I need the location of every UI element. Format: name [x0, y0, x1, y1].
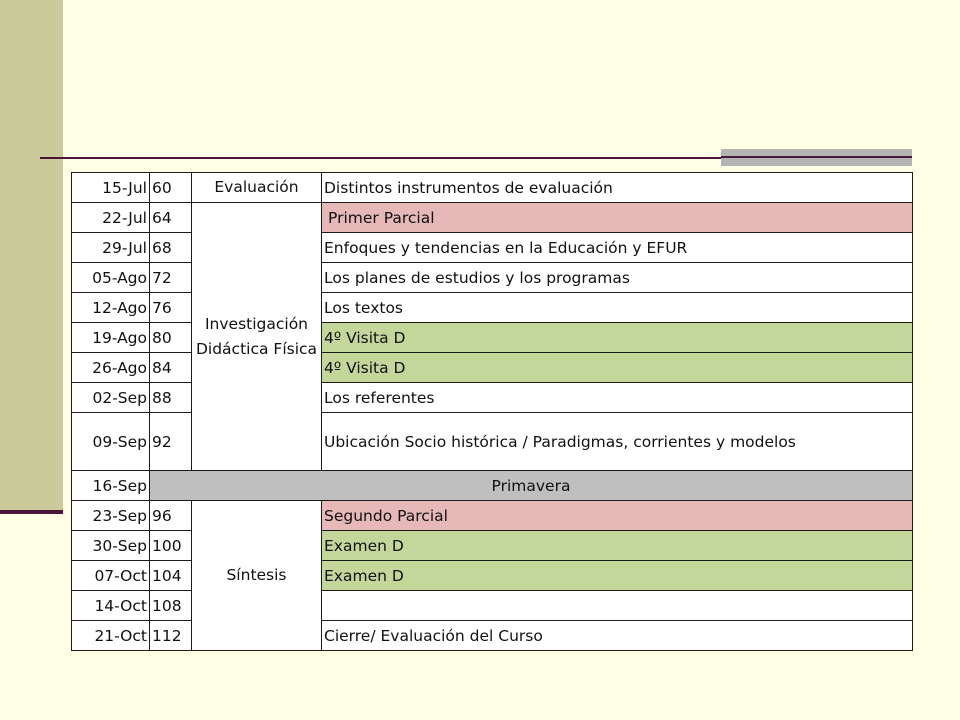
topic-cell: Los referentes — [321, 382, 913, 413]
table-row: 26-Ago 84 4º Visita D — [71, 352, 913, 383]
date-cell: 07-Oct — [71, 560, 150, 591]
table-row: 23-Sep 96 Síntesis Segundo Parcial — [71, 500, 913, 651]
date-cell: 02-Sep — [71, 382, 150, 413]
top-rule — [40, 157, 724, 159]
table-row: 15-Jul 60 Evaluación Distintos instrumen… — [71, 172, 913, 203]
number-cell: 80 — [149, 322, 192, 353]
table-row: 12-Ago 76 Los textos — [71, 292, 913, 323]
topic-cell: Examen D — [321, 560, 913, 591]
date-cell: 29-Jul — [71, 232, 150, 263]
date-cell: 15-Jul — [71, 172, 150, 203]
number-cell: 88 — [149, 382, 192, 413]
schedule-table: 15-Jul 60 Evaluación Distintos instrumen… — [71, 172, 913, 651]
number-cell: 108 — [149, 590, 192, 621]
date-cell: 22-Jul — [71, 202, 150, 233]
side-band — [0, 0, 63, 512]
number-cell: 84 — [149, 352, 192, 383]
topic-cell: 4º Visita D — [321, 352, 913, 383]
date-cell: 26-Ago — [71, 352, 150, 383]
date-cell: 14-Oct — [71, 590, 150, 621]
date-cell: 05-Ago — [71, 262, 150, 293]
number-cell: 112 — [149, 620, 192, 651]
number-cell: 68 — [149, 232, 192, 263]
table-row: 09-Sep 92 Ubicación Socio histórica / Pa… — [71, 412, 913, 471]
holiday-cell: Primavera — [149, 470, 913, 501]
unit-cell-sintesis: Síntesis — [191, 500, 322, 651]
table-row: 07-Oct 104 Examen D — [71, 560, 913, 591]
number-cell: 100 — [149, 530, 192, 561]
date-cell: 19-Ago — [71, 322, 150, 353]
date-cell: 09-Sep — [71, 412, 150, 471]
topic-cell: Los planes de estudios y los programas — [321, 262, 913, 293]
number-cell: 64 — [149, 202, 192, 233]
table-row: 05-Ago 72 Los planes de estudios y los p… — [71, 262, 913, 293]
table-row: 21-Oct 112 Cierre/ Evaluación del Curso — [71, 620, 913, 651]
topic-cell: Segundo Parcial — [321, 500, 913, 531]
date-cell: 16-Sep — [71, 470, 150, 501]
date-cell: 23-Sep — [71, 500, 150, 531]
number-cell: 76 — [149, 292, 192, 323]
date-cell: 12-Ago — [71, 292, 150, 323]
number-cell: 96 — [149, 500, 192, 531]
topic-cell: Examen D — [321, 530, 913, 561]
table-row: 16-Sep Primavera — [71, 470, 913, 501]
topic-cell: Ubicación Socio histórica / Paradigmas, … — [321, 412, 913, 471]
topic-cell: 4º Visita D — [321, 322, 913, 353]
table-row: 22-Jul 64 Investigación Didáctica Física… — [71, 202, 913, 471]
topic-cell: Enfoques y tendencias en la Educación y … — [321, 232, 913, 263]
number-cell: 72 — [149, 262, 192, 293]
number-cell: 60 — [149, 172, 192, 203]
date-cell: 30-Sep — [71, 530, 150, 561]
side-rule — [0, 510, 63, 514]
unit-cell: Evaluación — [191, 172, 322, 203]
topic-cell — [321, 590, 913, 621]
table-row: 14-Oct 108 — [71, 590, 913, 621]
number-cell: 104 — [149, 560, 192, 591]
unit-cell-investigacion: Investigación Didáctica Física — [191, 202, 322, 471]
date-cell: 21-Oct — [71, 620, 150, 651]
top-rule-grey-block — [721, 149, 912, 166]
table-row: 19-Ago 80 4º Visita D — [71, 322, 913, 353]
number-cell: 92 — [149, 412, 192, 471]
topic-cell: Cierre/ Evaluación del Curso — [321, 620, 913, 651]
topic-cell: Primer Parcial — [321, 202, 913, 233]
topic-cell: Distintos instrumentos de evaluación — [321, 172, 913, 203]
topic-cell: Los textos — [321, 292, 913, 323]
